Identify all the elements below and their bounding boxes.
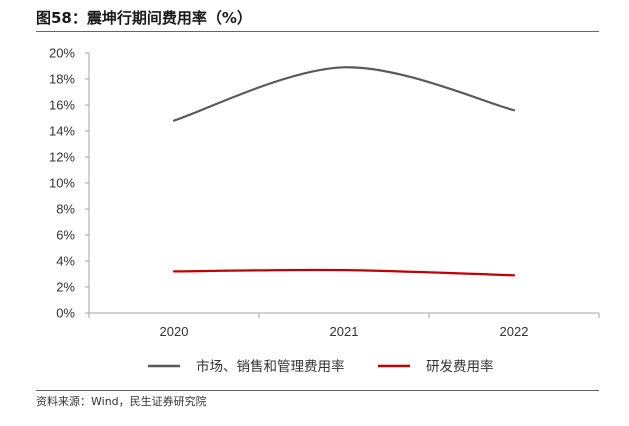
y-tick-label: 18% [49,72,75,87]
title-divider [36,31,599,32]
y-tick-label: 14% [49,124,75,139]
y-tick-label: 2% [56,280,75,295]
y-tick-label: 8% [56,202,75,217]
legend-label-2: 研发费用率 [426,358,494,375]
y-tick-label: 0% [56,306,75,321]
y-tick-label: 16% [49,98,75,113]
x-tick-label: 2022 [500,324,529,339]
series-line-1 [172,66,516,122]
series-line-2 [172,268,516,277]
figure-title: 图58：震坤行期间费用率（%） [36,9,252,27]
chart-area: 0% 2% 4% 6% 8% 10% 12% 14% 16% 18% 20% 2020 2021 2022… [49,46,600,375]
y-tick-label: 4% [56,254,75,269]
y-tick-label: 10% [49,176,75,191]
y-tick-label: 6% [56,228,75,243]
source-note: 资料来源：Wind，民生证券研究院 [36,395,207,408]
y-tick-label: 12% [49,150,75,165]
source-divider [36,390,599,391]
legend-label-1: 市场、销售和管理费用率 [196,358,345,375]
x-tick-label: 2021 [330,324,359,339]
y-tick-label: 20% [49,46,75,61]
x-tick-label: 2020 [160,324,189,339]
